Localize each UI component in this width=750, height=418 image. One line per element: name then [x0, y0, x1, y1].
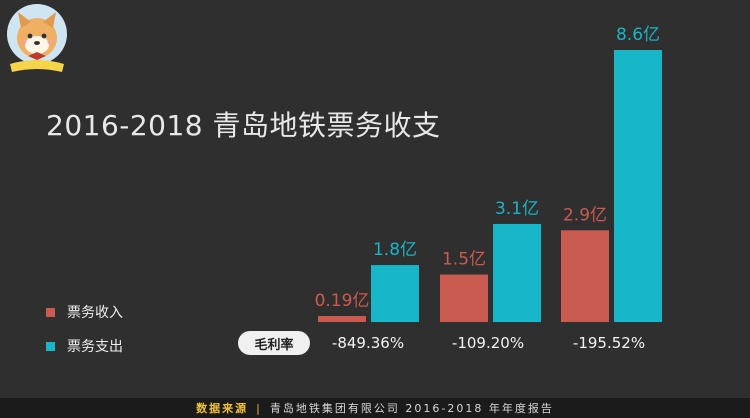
- shiba-dog-mascot-logo: [4, 2, 70, 74]
- bar-income-2017: [440, 274, 488, 322]
- gross-margin-value-2017: -109.20%: [451, 334, 525, 352]
- gross-margin-label: 毛利率: [238, 331, 310, 355]
- legend-item-expense: 票务支出: [46, 334, 123, 358]
- chart-legend: 票务收入 票务支出: [46, 300, 123, 368]
- bar-expense-2017: [493, 223, 541, 322]
- data-label-expense-2017: 3.1亿: [495, 199, 539, 219]
- bar-chart: 0.19亿 1.5亿 2.9亿 1.8亿 3.1亿 8.6亿: [315, 25, 662, 322]
- bar-income-2018: [561, 230, 609, 322]
- chart-title: 2016-2018 青岛地铁票务收支: [46, 109, 441, 142]
- footer-bar: 数据来源 | 青岛地铁集团有限公司 2016-2018 年年度报告: [0, 398, 750, 418]
- bar-expense-2016: [371, 265, 419, 322]
- legend-label-income: 票务收入: [67, 305, 123, 321]
- data-label-income-2017: 1.5亿: [442, 250, 486, 270]
- legend-item-income: 票务收入: [46, 300, 123, 324]
- legend-swatch-expense: [46, 341, 55, 351]
- data-label-income-2016: 0.19亿: [315, 291, 370, 311]
- data-label-expense-2016: 1.8亿: [373, 240, 417, 260]
- legend-swatch-income: [46, 307, 55, 317]
- gross-margin-value-2018: -195.52%: [572, 334, 646, 352]
- legend-label-expense: 票务支出: [67, 339, 123, 355]
- bar-expense-2018: [614, 50, 662, 322]
- data-label-expense-2018: 8.6亿: [616, 25, 660, 45]
- footer-source-text: 青岛地铁集团有限公司 2016-2018 年年度报告: [269, 402, 554, 415]
- footer-separator: |: [256, 401, 262, 415]
- footer-source-label: 数据来源: [196, 402, 249, 415]
- bar-income-2016: [318, 315, 366, 322]
- gross-margin-value-2016: -849.36%: [331, 334, 405, 352]
- data-label-income-2018: 2.9亿: [563, 205, 607, 225]
